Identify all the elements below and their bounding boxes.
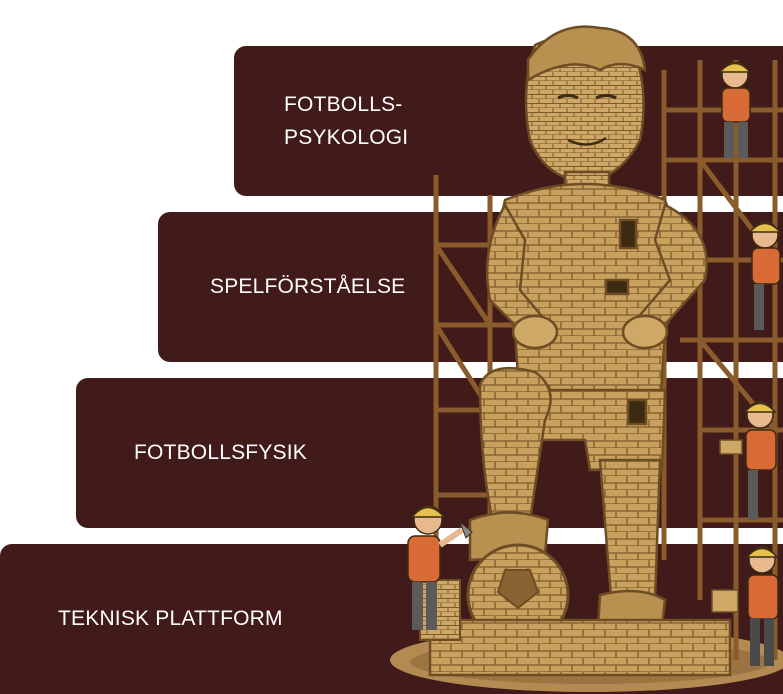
step-label-technical: TEKNISK PLATTFORM (58, 607, 283, 630)
pyramid-step-psychology: FOTBOLLS- PSYKOLOGI (234, 46, 783, 196)
pyramid-step-physical: FOTBOLLSFYSIK (76, 378, 783, 528)
step-label-game-understanding: SPELFÖRSTÅELSE (210, 275, 406, 298)
pyramid-step-game-understanding: SPELFÖRSTÅELSE (158, 212, 783, 362)
pyramid-step-technical: TEKNISK PLATTFORM (0, 544, 783, 694)
step-label-physical: FOTBOLLSFYSIK (134, 441, 307, 464)
step-label-psychology: FOTBOLLS- PSYKOLOGI (284, 93, 409, 149)
